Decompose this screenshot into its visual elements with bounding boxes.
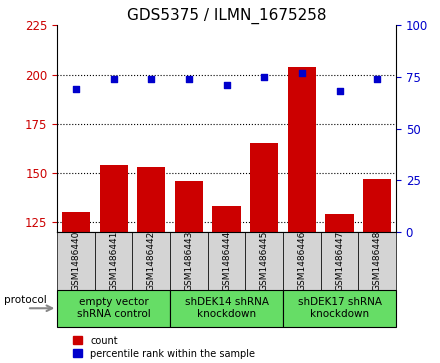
Text: GSM1486446: GSM1486446 <box>297 231 306 291</box>
Text: GSM1486441: GSM1486441 <box>109 231 118 291</box>
Bar <box>246 232 283 290</box>
Bar <box>99 165 128 363</box>
Bar <box>288 67 316 363</box>
Point <box>185 76 192 82</box>
Text: empty vector
shRNA control: empty vector shRNA control <box>77 297 150 319</box>
Bar <box>62 212 90 363</box>
Bar <box>132 232 170 290</box>
Bar <box>213 206 241 363</box>
Bar <box>250 143 279 363</box>
Bar <box>363 179 391 363</box>
Point <box>374 76 381 82</box>
Title: GDS5375 / ILMN_1675258: GDS5375 / ILMN_1675258 <box>127 8 326 24</box>
Text: GSM1486447: GSM1486447 <box>335 231 344 291</box>
Point <box>148 76 155 82</box>
Point <box>336 89 343 94</box>
Bar <box>57 232 95 290</box>
Bar <box>321 232 358 290</box>
Text: GSM1486448: GSM1486448 <box>373 231 381 291</box>
Legend: count, percentile rank within the sample: count, percentile rank within the sample <box>69 332 259 362</box>
Bar <box>95 232 132 290</box>
Bar <box>208 232 246 290</box>
Text: shDEK17 shRNA
knockdown: shDEK17 shRNA knockdown <box>297 297 381 319</box>
Text: GSM1486443: GSM1486443 <box>184 231 194 291</box>
Text: shDEK14 shRNA
knockdown: shDEK14 shRNA knockdown <box>185 297 268 319</box>
Bar <box>137 167 165 363</box>
Point <box>261 74 268 80</box>
Text: GSM1486442: GSM1486442 <box>147 231 156 291</box>
Point <box>223 82 230 88</box>
Text: GSM1486440: GSM1486440 <box>72 231 81 291</box>
Bar <box>283 290 396 327</box>
Text: GSM1486445: GSM1486445 <box>260 231 269 291</box>
Bar <box>175 181 203 363</box>
Bar <box>170 232 208 290</box>
Text: protocol: protocol <box>4 295 47 305</box>
Text: GSM1486444: GSM1486444 <box>222 231 231 291</box>
Bar <box>283 232 321 290</box>
Point <box>298 70 305 76</box>
Bar <box>326 214 354 363</box>
Bar <box>358 232 396 290</box>
Bar <box>170 290 283 327</box>
Point <box>110 76 117 82</box>
Point <box>73 86 80 92</box>
Bar <box>57 290 170 327</box>
